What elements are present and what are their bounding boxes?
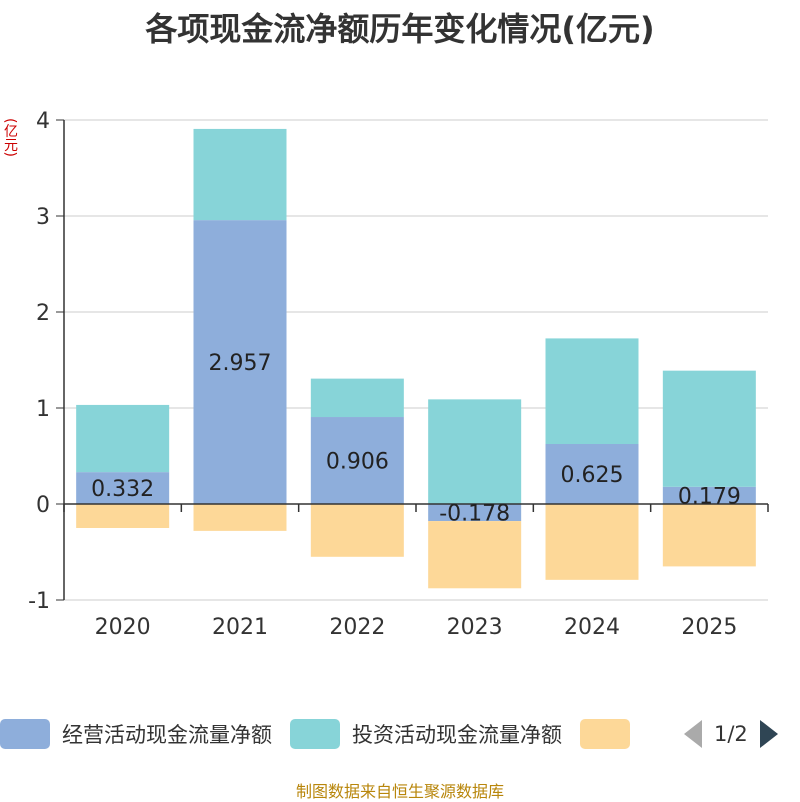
bar-segment-2023-series1 bbox=[428, 399, 522, 504]
x-tick-label-2020: 2020 bbox=[95, 615, 151, 640]
x-tick-label-2024: 2024 bbox=[564, 615, 620, 640]
legend: 经营活动现金流量净额 投资活动现金流量净额 1/2 bbox=[0, 716, 778, 752]
x-tick-label-2022: 2022 bbox=[329, 615, 385, 640]
bar-segment-2025-series2 bbox=[662, 504, 756, 567]
x-tick-label-2025: 2025 bbox=[681, 615, 737, 640]
legend-swatch-operating bbox=[0, 719, 50, 749]
legend-swatch-investing bbox=[290, 719, 340, 749]
bar-segment-2020-series1 bbox=[76, 404, 170, 473]
bar-segment-2023-series2 bbox=[428, 521, 522, 589]
data-label-2025: 0.179 bbox=[678, 484, 741, 509]
bar-segment-2025-series1 bbox=[662, 370, 756, 487]
data-label-2024: 0.625 bbox=[561, 463, 624, 488]
legend-page-indicator: 1/2 bbox=[714, 722, 748, 746]
legend-item-investing[interactable]: 投资活动现金流量净额 bbox=[290, 719, 562, 749]
bar-segment-2025-series0 bbox=[662, 486, 756, 504]
data-label-2021: 2.957 bbox=[209, 351, 272, 376]
chart-title: 各项现金流净额历年变化情况(亿元) bbox=[145, 10, 655, 48]
legend-swatch-financing bbox=[580, 719, 630, 749]
bar-segment-2024-series0 bbox=[545, 444, 639, 504]
y-tick-label: 2 bbox=[36, 301, 50, 326]
bar-segment-2023-series0 bbox=[428, 504, 522, 522]
y-tick-label: 3 bbox=[36, 205, 50, 230]
legend-next-page-icon[interactable] bbox=[759, 720, 778, 748]
bar-segment-2020-series2 bbox=[76, 504, 170, 528]
legend-item-financing[interactable] bbox=[580, 719, 642, 749]
stacked-bar-chart: -1 0 1 2 3 4 2020 2021 2022 2023 2024 2025 0.332 2.9… bbox=[28, 109, 769, 640]
y-tick-label: 1 bbox=[36, 397, 50, 422]
bar-segment-2024-series2 bbox=[545, 504, 639, 580]
bar-segment-2021-series2 bbox=[193, 504, 287, 531]
bar-segment-2020-series0 bbox=[76, 472, 170, 504]
x-tick-label-2023: 2023 bbox=[447, 615, 503, 640]
y-tick-label: 4 bbox=[36, 109, 50, 134]
bar-segment-2024-series1 bbox=[545, 338, 639, 444]
bar-segment-2022-series1 bbox=[310, 378, 404, 418]
legend-label-investing: 投资活动现金流量净额 bbox=[352, 723, 562, 747]
y-tick-label: 0 bbox=[36, 493, 50, 518]
bar-segment-2022-series2 bbox=[310, 504, 404, 557]
data-label-2020: 0.332 bbox=[91, 477, 154, 502]
data-source-note: 制图数据来自恒生聚源数据库 bbox=[295, 782, 504, 801]
x-tick-label-2021: 2021 bbox=[212, 615, 268, 640]
data-label-2022: 0.906 bbox=[326, 450, 389, 475]
y-axis-unit-label: (亿元) bbox=[2, 118, 18, 157]
bar-segment-2021-series1 bbox=[193, 128, 287, 221]
y-tick-label: -1 bbox=[28, 589, 50, 614]
legend-label-operating: 经营活动现金流量净额 bbox=[62, 723, 272, 747]
bar-segment-2022-series0 bbox=[310, 417, 404, 504]
legend-prev-page-icon[interactable] bbox=[684, 720, 702, 748]
legend-pager: 1/2 bbox=[684, 720, 778, 748]
data-label-2023: -0.178 bbox=[439, 502, 510, 527]
bar-segment-2021-series0 bbox=[193, 220, 287, 505]
legend-item-operating[interactable]: 经营活动现金流量净额 bbox=[0, 719, 272, 749]
